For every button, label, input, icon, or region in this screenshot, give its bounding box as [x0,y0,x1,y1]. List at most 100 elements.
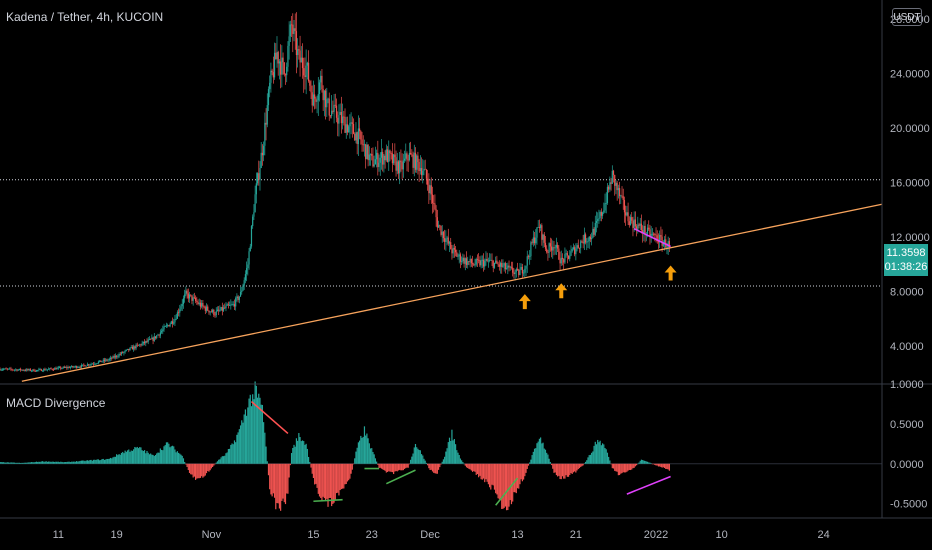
macd-histogram-bar [124,450,126,464]
candle-body [547,252,549,253]
candle-body [644,225,646,235]
macd-histogram-bar [659,463,661,467]
currency-button[interactable]: USDT [892,8,922,26]
arrow-up-icon[interactable] [555,283,568,299]
candle-body [131,346,134,350]
candle-body [47,368,50,370]
candle-body [467,260,469,265]
candle-body [600,211,602,216]
macd-histogram-bar [204,463,206,476]
support-trendline[interactable] [21,203,883,382]
candle-body [412,154,414,168]
macd-histogram-bar [63,462,65,464]
macd-histogram-bar [130,450,132,464]
macd-divergence-line-1[interactable] [250,400,289,435]
candle-body [221,307,223,311]
candle-body [581,241,583,243]
macd-histogram-bar [389,463,391,472]
macd-histogram-bar [563,463,565,479]
candle-body [265,122,267,125]
candle-body [451,249,453,254]
macd-histogram-bar [570,463,572,474]
candle-body [597,219,599,221]
candle-body [615,182,617,186]
macd-histogram-bar [5,462,7,464]
macd-histogram-bar [281,463,283,501]
candle-body [39,369,41,370]
macd-histogram-bar [111,458,113,464]
candle-body [271,70,273,73]
macd-histogram-bar [530,459,532,464]
candle-body [277,52,279,64]
macd-histogram-bar [373,454,375,464]
macd-histogram-bar [574,463,576,472]
macd-indicator-title[interactable]: MACD Divergence [6,396,106,410]
candle-body [153,336,155,341]
candle-body [471,263,474,265]
macd-histogram-bar [558,463,560,476]
macd-histogram-bar [89,460,91,464]
candle-body [45,369,47,371]
candle-body [584,234,587,243]
arrow-up-icon[interactable] [518,294,531,310]
candle-body [589,236,592,240]
macd-divergence-line-5[interactable] [495,477,519,506]
time-tick-label: 15 [307,529,319,541]
macd-histogram-bar [435,463,437,474]
price-divergence-line[interactable] [633,228,671,248]
macd-histogram-bar [254,381,256,464]
candle-body [524,268,526,273]
macd-divergence-line-4[interactable] [385,469,416,485]
macd-histogram-bar [583,463,585,464]
macd-pane[interactable] [0,381,882,511]
macd-histogram-bar [428,463,430,469]
candle-body [249,246,251,252]
candle-body [384,155,386,161]
macd-histogram-bar [625,463,627,473]
arrow-up-icon[interactable] [664,265,677,281]
macd-histogram-bar [593,445,595,464]
macd-divergence-line-2[interactable] [313,498,343,503]
candle-body [79,367,81,368]
candle-body [307,62,310,82]
candle-body [188,294,191,299]
macd-histogram-bar [205,463,208,474]
candle-body [170,321,172,324]
macd-histogram-bar [113,456,115,464]
candle-body [445,238,447,242]
candle-body [337,117,339,124]
candle-body [30,370,33,372]
candle-body [156,335,158,339]
candle-body [278,61,281,64]
candle-body [509,266,511,268]
macd-histogram-bar [577,463,579,470]
candle-body [294,28,296,32]
macd-histogram-bar [606,452,609,464]
price-pane[interactable] [0,12,883,382]
macd-histogram-bar [288,463,290,478]
candle-body [660,234,662,237]
macd-histogram-bar [275,463,277,510]
candle-body [150,338,152,340]
macd-histogram-bar [244,409,247,464]
macd-histogram-bar [260,404,262,464]
candle-body [198,302,200,304]
macd-histogram-bar [207,463,209,471]
macd-histogram-bar [507,463,509,511]
macd-divergence-line-6[interactable] [626,475,671,495]
candle-body [164,326,166,327]
candle-body [485,258,487,262]
macd-histogram-bar [403,463,406,469]
macd-histogram-bar [527,463,530,466]
candle-body [244,274,247,281]
candle-body [58,367,61,369]
macd-histogram-bar [167,442,169,464]
candle-body [341,116,344,124]
macd-histogram-bar [263,422,265,464]
candle-body [163,326,165,330]
candle-body [213,309,215,315]
macd-histogram-bar [385,463,387,473]
candle-body [124,350,126,352]
macd-histogram-bar [46,461,48,464]
